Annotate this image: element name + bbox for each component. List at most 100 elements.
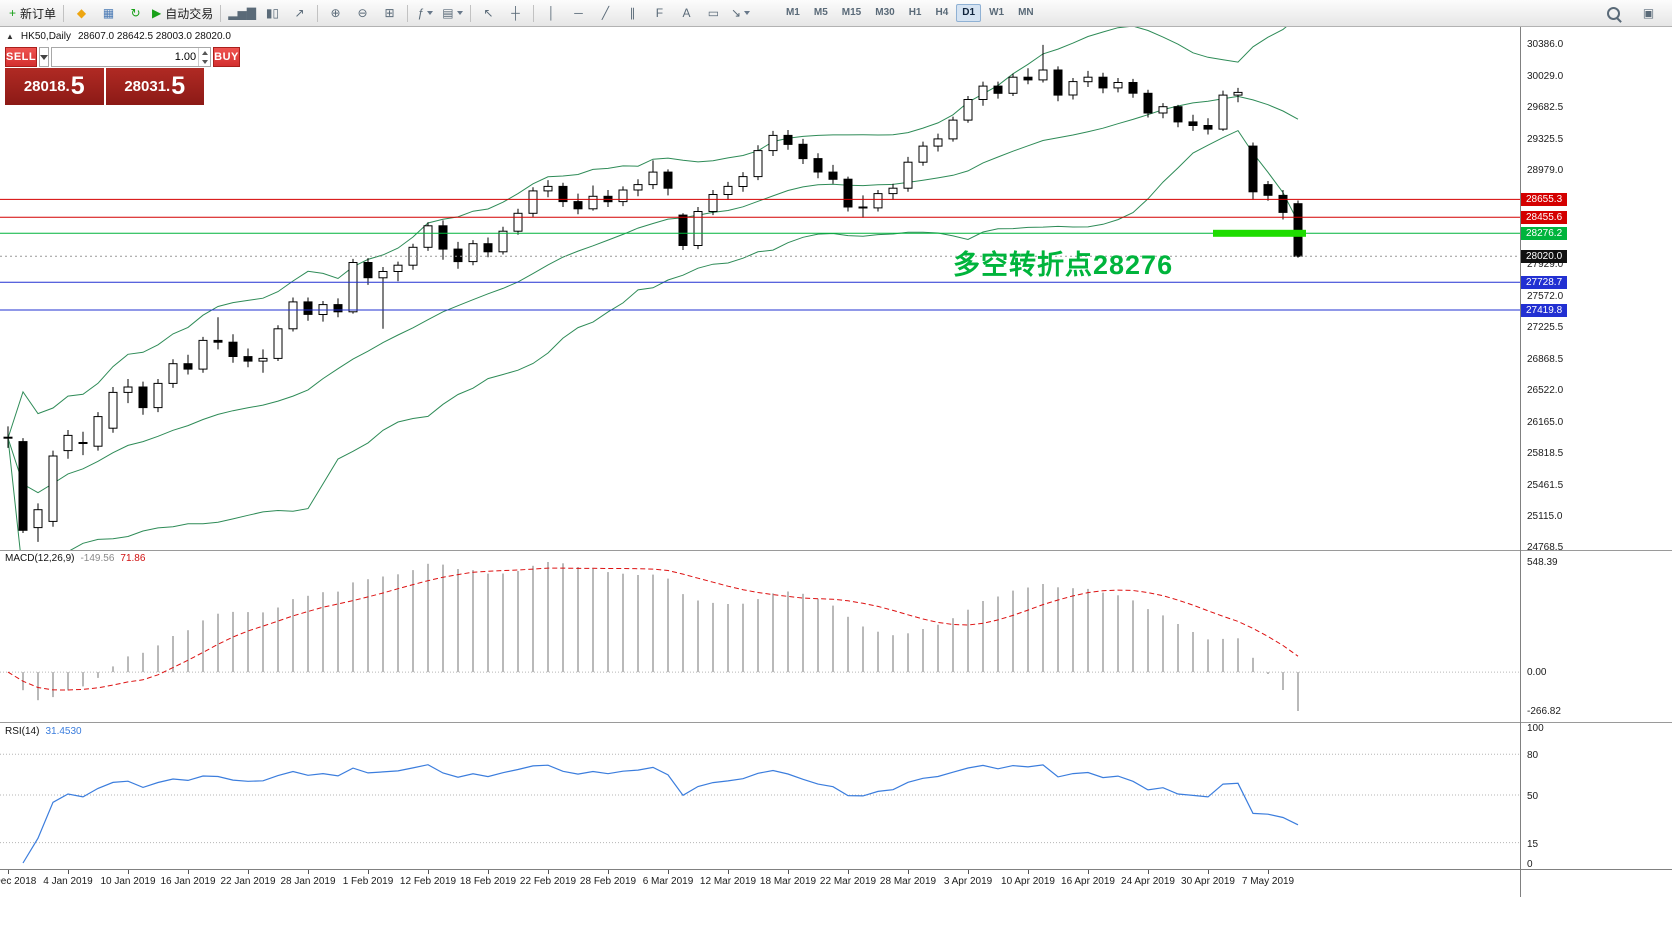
bull-candle xyxy=(1158,106,1168,114)
price-tag: 28276.2 xyxy=(1521,226,1568,240)
collapse-trade-panel-icon[interactable]: ▲ xyxy=(6,32,14,41)
search-button[interactable] xyxy=(1600,3,1627,24)
timeframe-h4[interactable]: H4 xyxy=(935,7,949,18)
timeframe-h1[interactable]: H1 xyxy=(908,7,922,18)
price-tag: 28655.3 xyxy=(1521,192,1568,206)
time-axis-tick xyxy=(1208,870,1209,874)
price-axis-label: 26522.0 xyxy=(1527,385,1564,397)
tile-windows-button[interactable]: ⊞ xyxy=(376,3,403,24)
volume-down-button[interactable] xyxy=(199,57,210,66)
timeframe-mn[interactable]: MN xyxy=(1018,7,1034,18)
line-chart-icon: ↗ xyxy=(294,6,305,20)
bear-candle xyxy=(138,386,148,409)
bear-candle xyxy=(438,225,448,250)
arrows-button[interactable]: ↘ xyxy=(727,3,754,24)
bull-candle xyxy=(618,189,628,203)
timeframe-m1[interactable]: M1 xyxy=(785,7,800,18)
bid-pip-digit: 5 xyxy=(70,72,85,100)
autotrading-icon: ▶ xyxy=(152,6,162,20)
indicators-button[interactable]: ƒ xyxy=(412,3,439,24)
toolbar-separator xyxy=(532,4,534,22)
bull-candle xyxy=(768,134,778,152)
volume-up-button[interactable] xyxy=(199,48,210,57)
candlestick-chart-button[interactable]: ▮▯ xyxy=(259,3,286,24)
price-axis-label: 28979.0 xyxy=(1527,165,1564,177)
bull-candle xyxy=(948,119,958,140)
channel-button[interactable]: ∥ xyxy=(619,3,646,24)
bear-candle xyxy=(1143,92,1153,114)
symbol-period-label: HK50,Daily xyxy=(20,31,71,42)
ask-price[interactable]: 28031. 5 xyxy=(105,68,204,105)
date-label: 18 Feb 2019 xyxy=(459,876,517,887)
bar-chart-button[interactable]: ▂▅▇ xyxy=(225,3,259,24)
zoom-out-button[interactable]: ⊖ xyxy=(349,3,376,24)
bear-candle xyxy=(1203,125,1213,130)
order-type-dropdown[interactable] xyxy=(39,47,50,67)
bull-candle xyxy=(723,185,733,195)
macd-panel xyxy=(0,562,1520,711)
label-button[interactable]: ▭ xyxy=(700,3,727,24)
time-axis-tick xyxy=(248,870,249,874)
fibonacci-button[interactable]: F xyxy=(646,3,673,24)
date-label: 28 Feb 2019 xyxy=(579,876,637,887)
bid-price[interactable]: 28018. 5 xyxy=(5,68,104,105)
volume-input[interactable] xyxy=(52,48,199,66)
horizontal-line-icon: ─ xyxy=(574,6,583,20)
bull-candle xyxy=(423,225,433,248)
bull-candle xyxy=(468,243,478,263)
price-tag: 28020.0 xyxy=(1521,249,1568,263)
text-button[interactable]: A xyxy=(673,3,700,24)
bear-candle xyxy=(78,442,88,444)
line-chart-button[interactable]: ↗ xyxy=(286,3,313,24)
toolbar-separator xyxy=(316,4,318,22)
date-label: 12 Feb 2019 xyxy=(399,876,457,887)
price-tag: 27728.7 xyxy=(1521,275,1568,289)
refresh-button[interactable]: ↻ xyxy=(122,3,149,24)
crosshair-button[interactable]: ┼ xyxy=(502,3,529,24)
cursor-button[interactable]: ↖ xyxy=(475,3,502,24)
bear-candle xyxy=(363,262,373,279)
timeframe-m30[interactable]: M30 xyxy=(875,7,895,18)
time-axis-tick xyxy=(668,870,669,874)
timeframe-m5[interactable]: M5 xyxy=(813,7,828,18)
sell-button[interactable]: SELL xyxy=(5,47,38,67)
templates-button[interactable]: ▤ xyxy=(439,3,466,24)
new-order-button-label: 新订单 xyxy=(20,6,57,21)
toolbar-separator xyxy=(406,4,408,22)
bull-candle xyxy=(693,211,703,246)
bull-candle xyxy=(1113,82,1123,89)
price-axis-label: 25818.5 xyxy=(1527,448,1564,460)
alerts-button[interactable]: ◆ xyxy=(68,3,95,24)
bull-candle xyxy=(123,386,133,393)
date-label: 24 Apr 2019 xyxy=(1121,876,1175,887)
time-axis: 28 Dec 2018 4 Jan 2019 10 Jan 2019 16 Jan 2… xyxy=(0,869,1672,898)
trendline-icon: ╱ xyxy=(601,6,610,20)
timeframe-d1[interactable]: D1 xyxy=(956,4,982,22)
trendline-button[interactable]: ╱ xyxy=(592,3,619,24)
highlight-segment[interactable] xyxy=(1213,229,1306,237)
chevron-down-icon xyxy=(201,59,208,64)
zoom-in-button[interactable]: ⊕ xyxy=(322,3,349,24)
volume-field xyxy=(51,47,212,67)
timeframe-m15[interactable]: M15 xyxy=(841,7,862,18)
chart-title: ▲ HK50,Daily 28607.0 28642.5 28003.0 280… xyxy=(6,31,231,42)
annotation-text[interactable]: 多空转折点28276 xyxy=(953,250,1174,280)
autotrading-button[interactable]: ▶ 自动交易 xyxy=(149,3,216,24)
time-axis-tick xyxy=(8,870,9,874)
bull-candle xyxy=(153,382,163,409)
quick-panel-button[interactable]: ▣ xyxy=(1635,3,1662,24)
vertical-line-button[interactable]: │ xyxy=(538,3,565,24)
bull-candle xyxy=(903,161,913,189)
market-watch-button[interactable]: ▦ xyxy=(95,3,122,24)
bear-candle xyxy=(1053,69,1063,96)
toolbar-separator xyxy=(63,4,65,22)
search-icon xyxy=(1607,6,1620,20)
horizontal-line-button[interactable]: ─ xyxy=(565,3,592,24)
price-axis: 30386.030029.029682.529325.528979.028622… xyxy=(1520,27,1672,897)
bear-candle xyxy=(18,441,28,531)
buy-button[interactable]: BUY xyxy=(213,47,240,67)
new-order-button[interactable]: + 新订单 xyxy=(6,3,59,24)
timeframe-w1[interactable]: W1 xyxy=(989,7,1005,18)
